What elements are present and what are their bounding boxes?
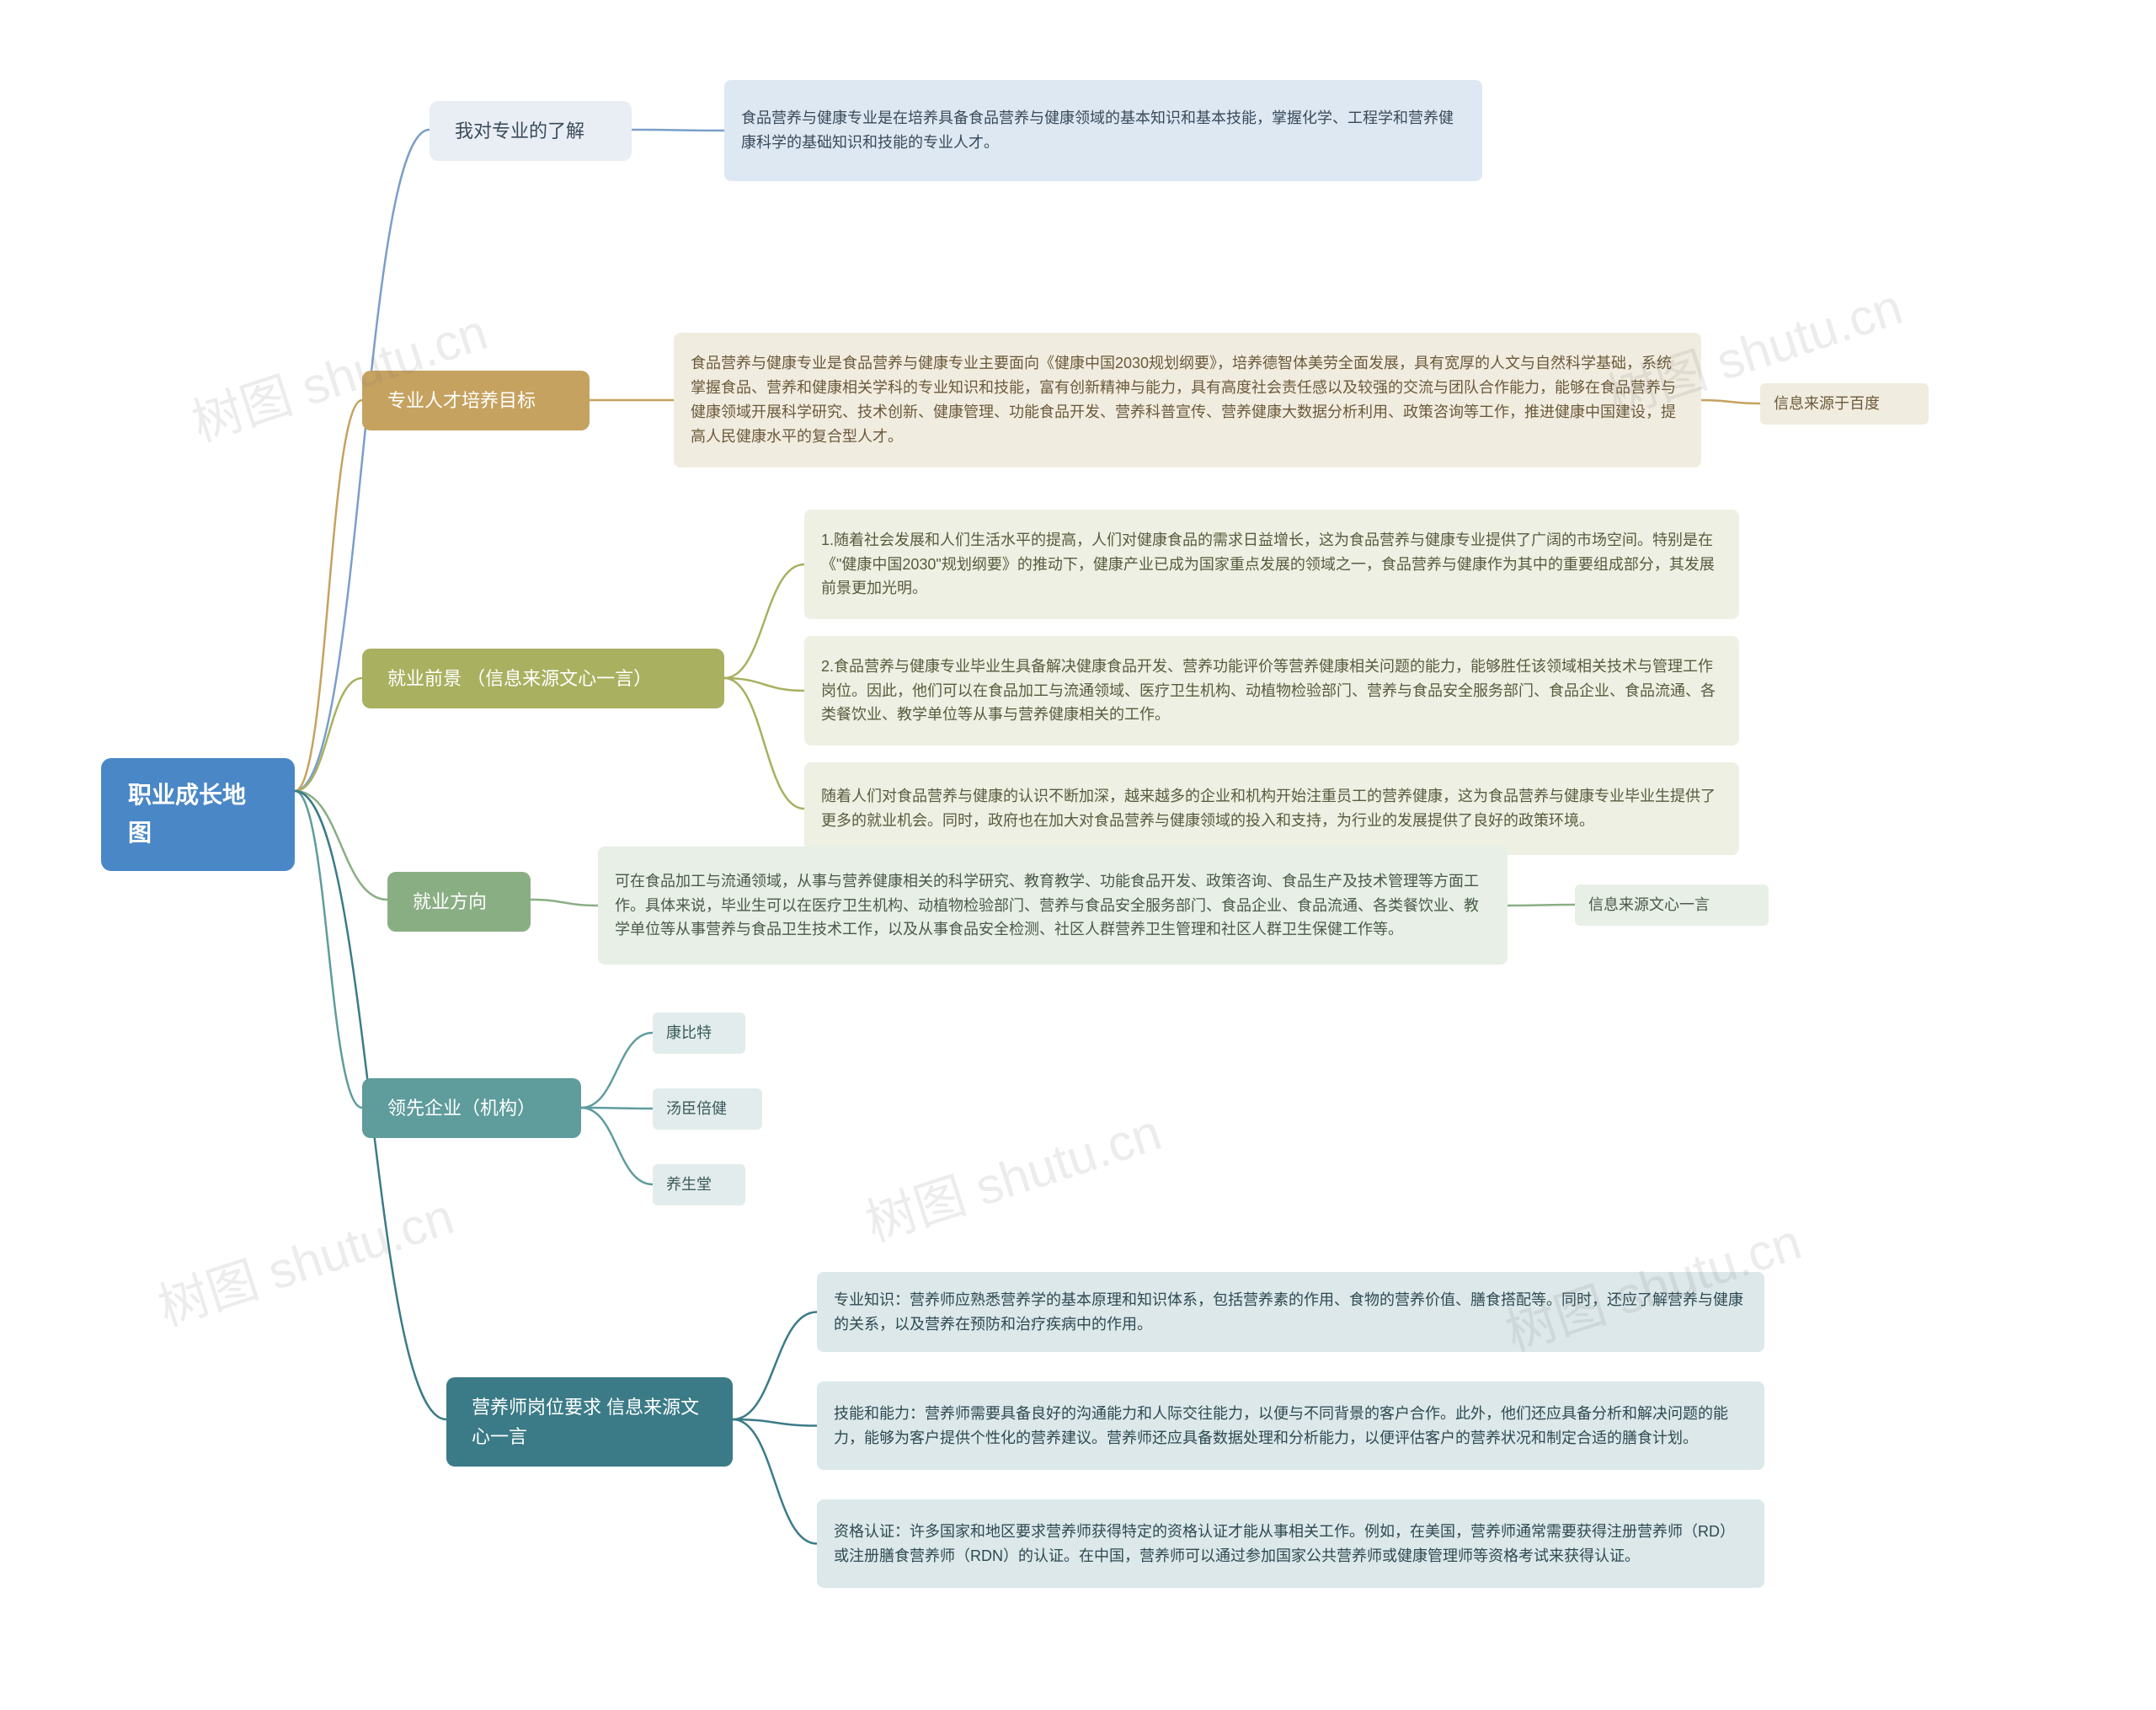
leaf-req-2[interactable]: 技能和能力：营养师需要具备良好的沟通能力和人际交往能力，以便与不同背景的客户合作… (817, 1381, 1764, 1470)
leaf-prospect-3[interactable]: 随着人们对食品营养与健康的认识不断加深，越来越多的企业和机构开始注重员工的营养健… (804, 762, 1739, 855)
leaf-goal-text[interactable]: 食品营养与健康专业是食品营养与健康专业主要面向《健康中国2030规划纲要》，培养… (674, 333, 1701, 468)
leaf-understanding-text[interactable]: 食品营养与健康专业是在培养具备食品营养与健康领域的基本知识和基本技能，掌握化学、… (724, 80, 1482, 181)
branch-goal[interactable]: 专业人才培养目标 (362, 371, 590, 430)
leaf-prospect-1[interactable]: 1.随着社会发展和人们生活水平的提高，人们对健康食品的需求日益增长，这为食品营养… (804, 510, 1739, 619)
root-node[interactable]: 职业成长地图 (101, 758, 295, 871)
branch-requirements[interactable]: 营养师岗位要求 信息来源文心一言 (446, 1377, 733, 1467)
branch-companies[interactable]: 领先企业（机构） (362, 1078, 581, 1138)
watermark: 树图 shutu.cn (147, 1176, 462, 1340)
branch-prospect[interactable]: 就业前景 （信息来源文心一言） (362, 649, 724, 708)
leaf-direction-source[interactable]: 信息来源文心一言 (1575, 884, 1769, 926)
leaf-req-1[interactable]: 专业知识：营养师应熟悉营养学的基本原理和知识体系，包括营养素的作用、食物的营养价… (817, 1272, 1764, 1352)
leaf-company-1[interactable]: 康比特 (653, 1013, 745, 1054)
branch-direction[interactable]: 就业方向 (387, 872, 531, 932)
leaf-company-3[interactable]: 养生堂 (653, 1164, 745, 1205)
leaf-prospect-2[interactable]: 2.食品营养与健康专业毕业生具备解决健康食品开发、营养功能评价等营养健康相关问题… (804, 636, 1739, 745)
watermark: 树图 shutu.cn (855, 1092, 1169, 1256)
leaf-req-3[interactable]: 资格认证：许多国家和地区要求营养师获得特定的资格认证才能从事相关工作。例如，在美… (817, 1499, 1764, 1588)
leaf-goal-source[interactable]: 信息来源于百度 (1760, 383, 1929, 425)
leaf-company-2[interactable]: 汤臣倍健 (653, 1088, 762, 1130)
leaf-direction-text[interactable]: 可在食品加工与流通领域，从事与营养健康相关的科学研究、教育教学、功能食品开发、政… (598, 847, 1508, 965)
branch-understanding[interactable]: 我对专业的了解 (430, 101, 632, 161)
